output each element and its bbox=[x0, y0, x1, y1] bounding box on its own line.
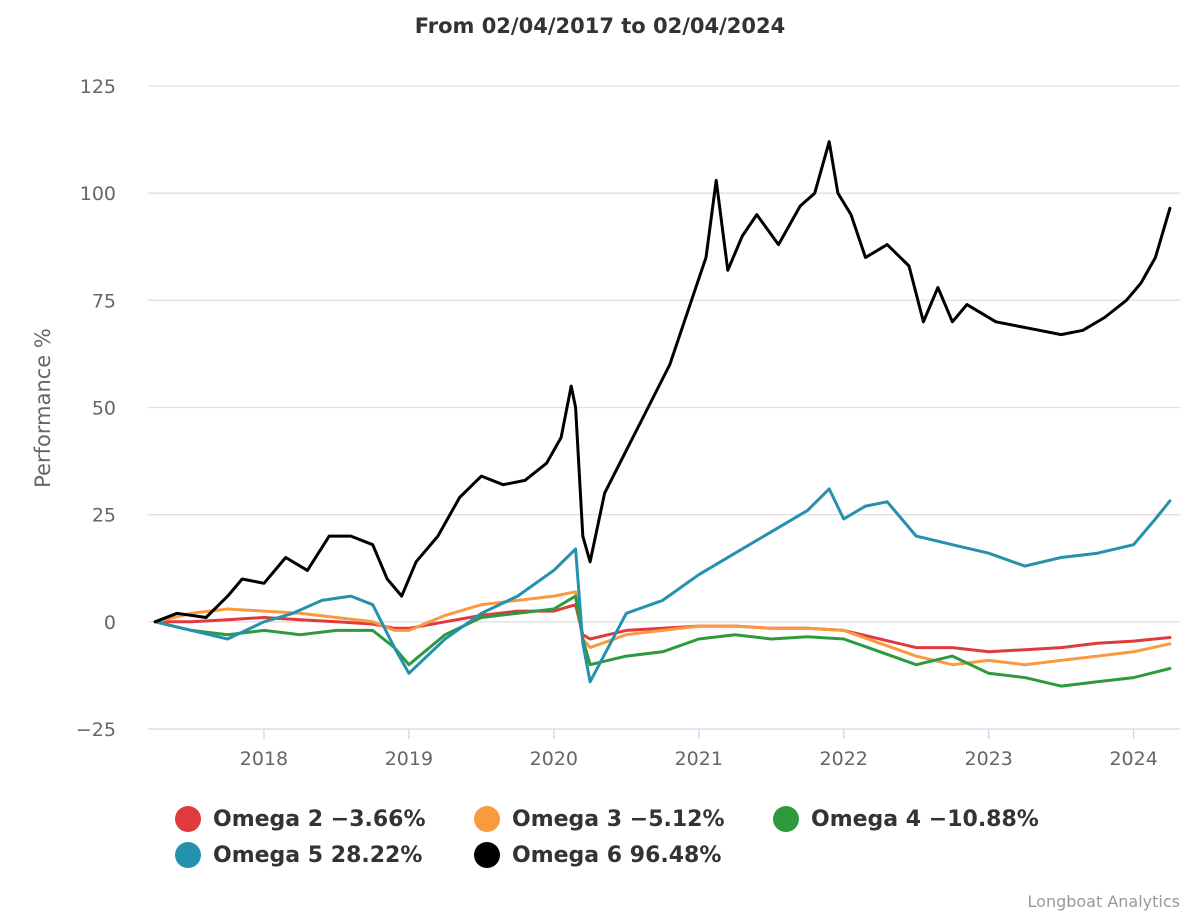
legend-label: Omega 5 28.22% bbox=[213, 842, 423, 868]
y-tick-label: 0 bbox=[104, 612, 116, 634]
x-tick-label: 2023 bbox=[964, 748, 1012, 770]
y-tick-label: 25 bbox=[92, 505, 116, 527]
legend-item-omega-6[interactable]: Omega 6 96.48% bbox=[474, 842, 721, 868]
series-line-omega-2[interactable] bbox=[153, 603, 1172, 654]
credits-link[interactable]: Longboat Analytics bbox=[1027, 892, 1180, 911]
series-line-omega-6[interactable] bbox=[153, 140, 1172, 624]
chart-title: From 02/04/2017 to 02/04/2024 bbox=[414, 14, 786, 38]
legend-item-omega-3[interactable]: Omega 3 −5.12% bbox=[474, 806, 725, 832]
legend-label: Omega 6 96.48% bbox=[512, 842, 722, 868]
legend-dot-icon bbox=[175, 806, 201, 832]
series-layer bbox=[153, 140, 1172, 688]
legend-dot-icon bbox=[175, 842, 201, 868]
legend-label: Omega 3 −5.12% bbox=[512, 806, 725, 832]
grid-layer bbox=[148, 85, 1180, 623]
legend-dot-icon bbox=[474, 806, 500, 832]
legend-item-omega-2[interactable]: Omega 2 −3.66% bbox=[175, 806, 426, 832]
y-tick-label: 50 bbox=[92, 398, 116, 420]
legend-item-omega-4[interactable]: Omega 4 −10.88% bbox=[773, 806, 1039, 832]
y-tick-label: 125 bbox=[80, 76, 116, 98]
x-tick-label: 2020 bbox=[530, 748, 578, 770]
legend-label: Omega 4 −10.88% bbox=[811, 806, 1039, 832]
x-tick-label: 2024 bbox=[1109, 748, 1157, 770]
series-line-omega-4[interactable] bbox=[153, 594, 1172, 688]
y-axis-title: Performance % bbox=[31, 328, 55, 488]
x-tick-label: 2021 bbox=[675, 748, 723, 770]
legend-item-omega-5[interactable]: Omega 5 28.22% bbox=[175, 842, 422, 868]
legend-dot-icon bbox=[474, 842, 500, 868]
y-tick-label: −25 bbox=[76, 719, 116, 741]
x-tick-label: 2018 bbox=[240, 748, 288, 770]
series-line-omega-5[interactable] bbox=[153, 487, 1172, 684]
x-tick-label: 2022 bbox=[820, 748, 868, 770]
x-tick-label: 2019 bbox=[385, 748, 433, 770]
y-tick-label: 100 bbox=[80, 183, 116, 205]
legend-dot-icon bbox=[773, 806, 799, 832]
series-line-omega-3[interactable] bbox=[153, 590, 1172, 667]
legend-label: Omega 2 −3.66% bbox=[213, 806, 426, 832]
y-tick-label: 75 bbox=[92, 290, 116, 312]
axis-layer: −25 0 25 50 75 100 125 2018 2019 2020 2021 2022 2023… bbox=[76, 76, 1180, 770]
